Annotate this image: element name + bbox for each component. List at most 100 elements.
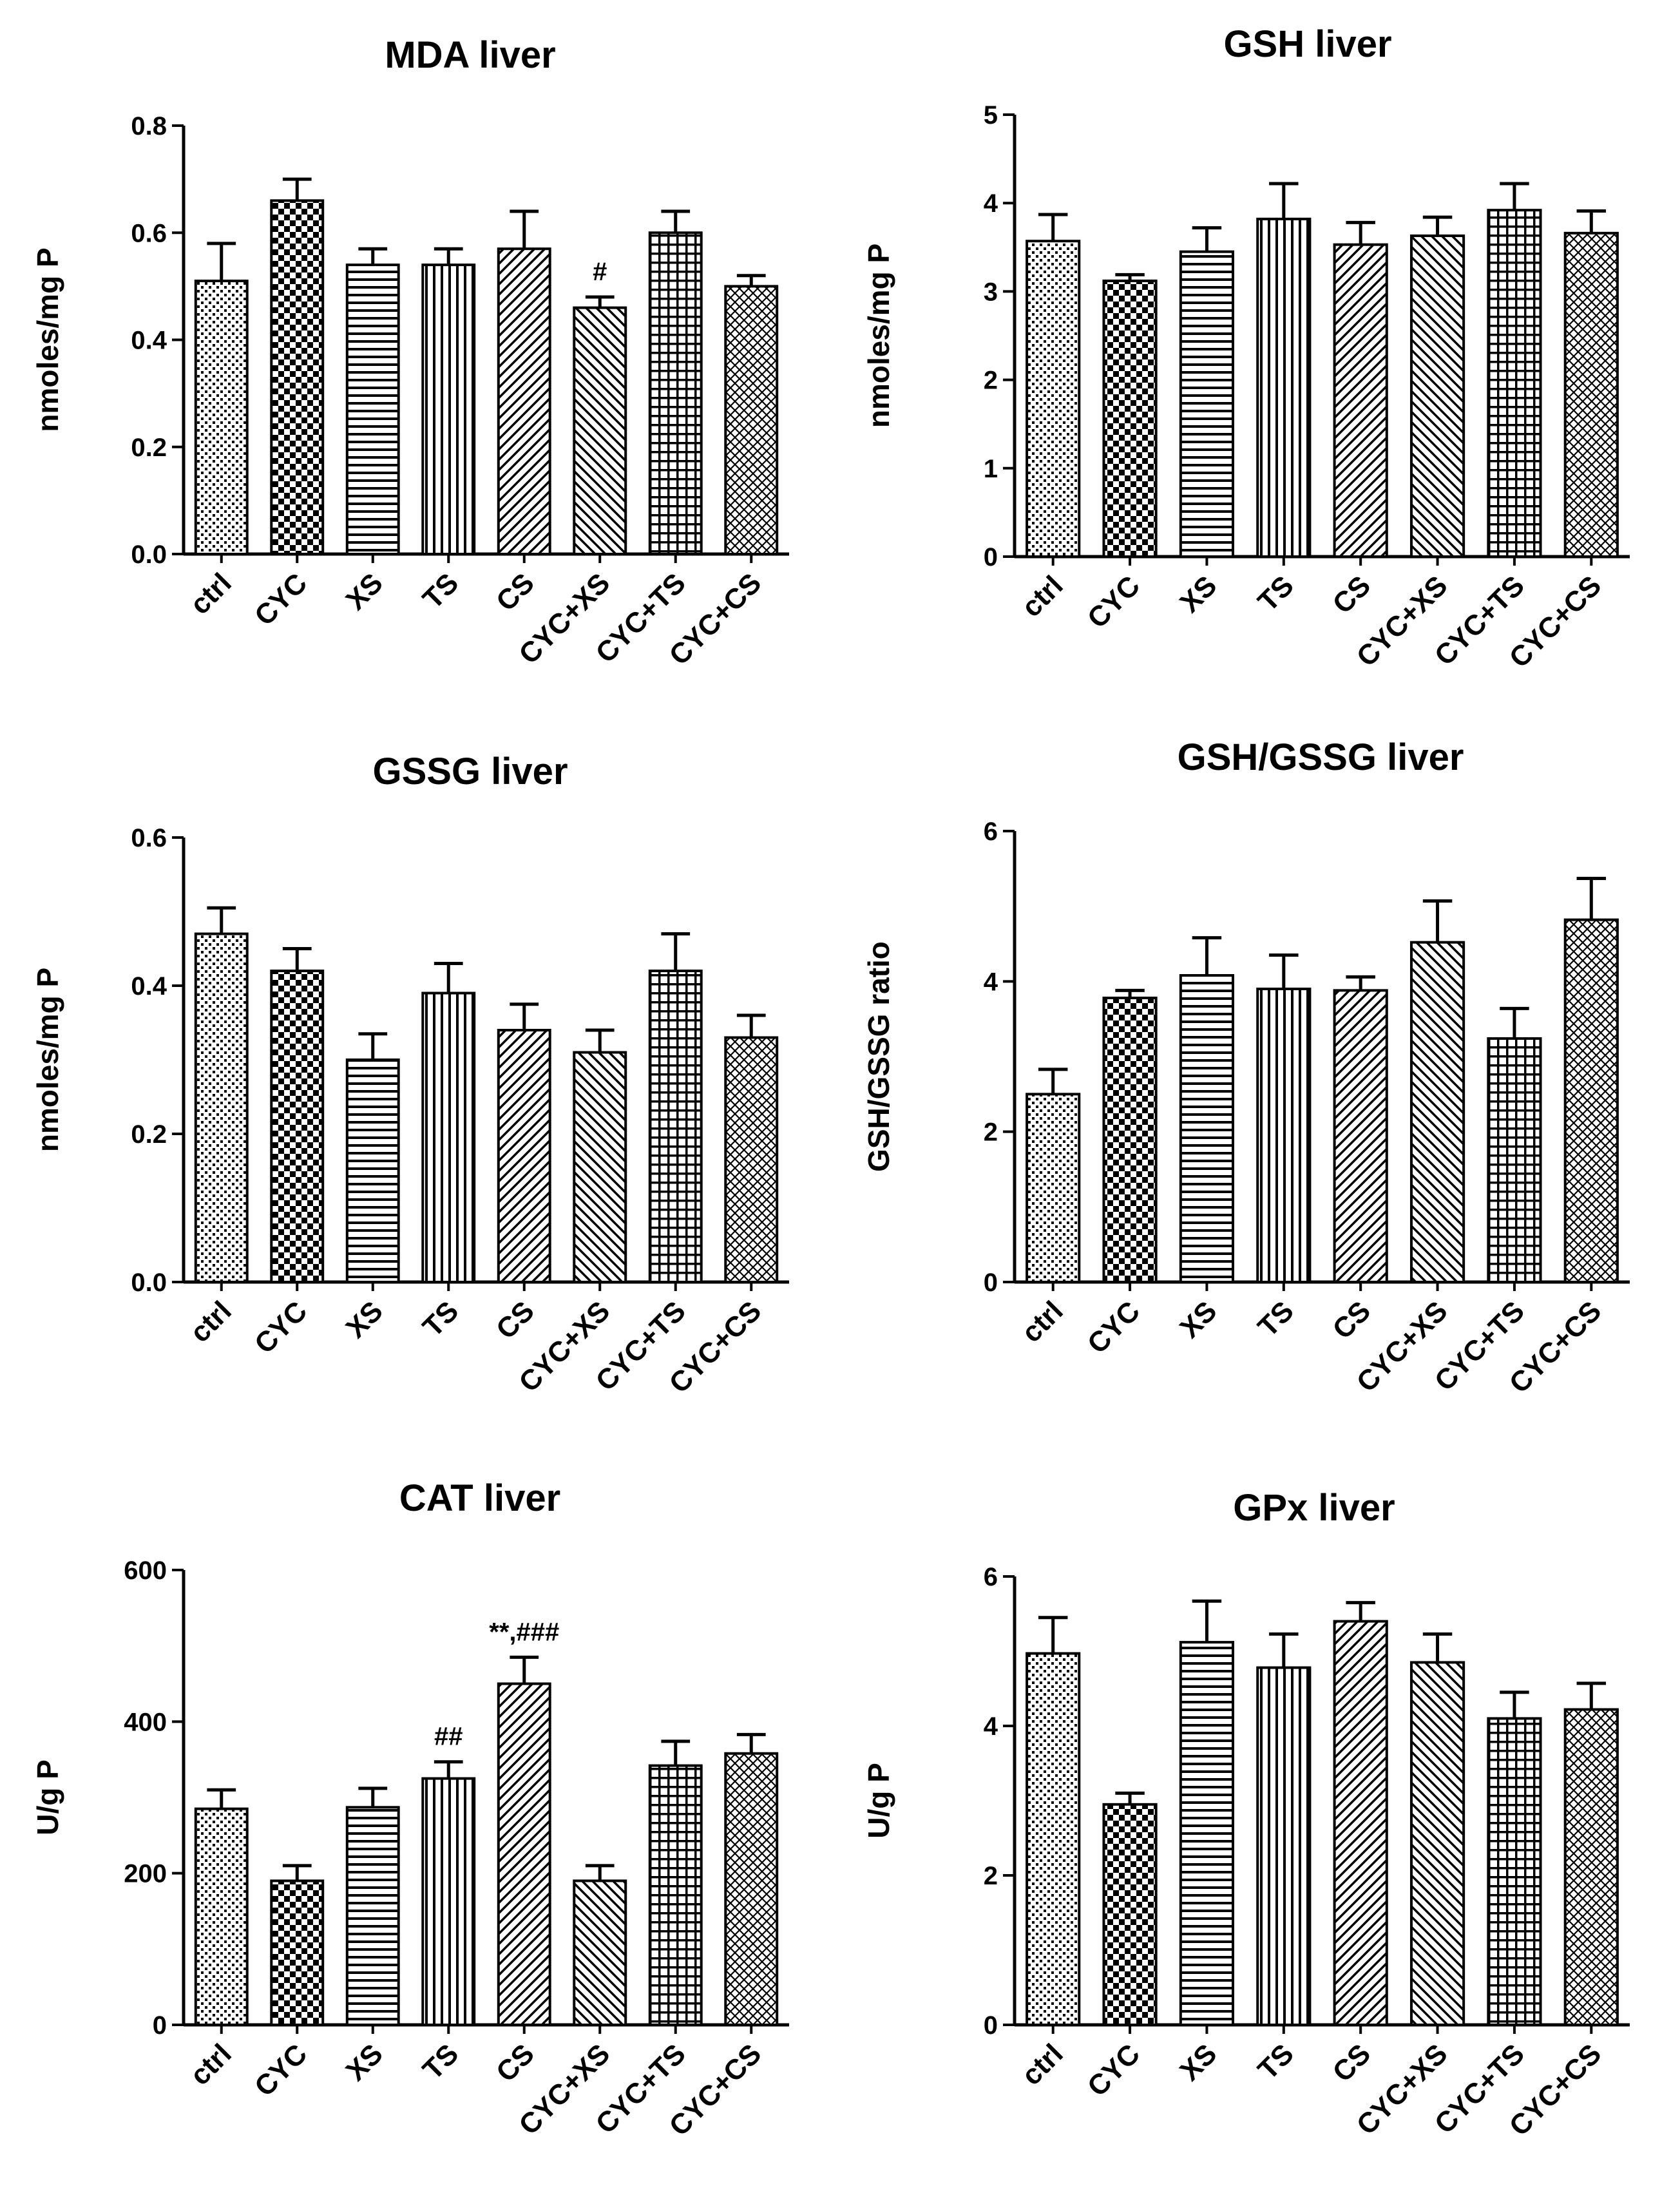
bar-xs [345,1806,400,2026]
bar-cyc-cs [724,1036,779,1283]
bar-group [1102,1791,1158,2027]
x-tick-label: XS [340,1295,389,1344]
chart-panel-5: CAT liver U/g P 0 200 400 600 ctrl CYC XS ## TS **,… [31,1477,789,2142]
bar-ctrl [1026,240,1081,558]
bar-group [194,1788,249,2026]
bar-group [1487,182,1542,558]
bar-group [1409,1632,1465,2026]
significance-annotation: ## [434,1723,463,1751]
y-axis-label: U/g P [31,1759,64,1835]
bar-cyc-ts [648,970,703,1283]
x-tick-label: XS [1174,1295,1223,1344]
y-axis-label: U/g P [862,1763,895,1839]
bar-group [194,242,249,555]
bar-group [1026,213,1081,558]
bar-group [345,1032,400,1283]
bar-group [648,1739,703,2027]
bar-ctrl [194,1807,249,2026]
x-tick-label: CYC [1082,570,1146,634]
bar-cyc-ts [1487,1037,1542,1283]
bar-group [573,1028,627,1283]
significance-annotation: # [593,258,607,286]
bar-cyc-xs [1409,1661,1465,2026]
y-tick-label: 200 [124,1860,167,1888]
bar-group [1487,1690,1542,2026]
bar-group [270,947,325,1283]
x-tick-label: CS [490,1295,540,1345]
y-tick-label: 0.6 [131,824,167,852]
bar-group [1256,182,1312,558]
y-axis-label: GSH/GSSG ratio [862,941,895,1172]
y-tick-label: 0 [984,2011,998,2040]
bar-cyc [1102,1803,1158,2027]
bar-cyc-ts [648,231,703,555]
bar-cyc [270,1879,325,2027]
bar-xs [345,263,400,555]
bar-group [421,962,476,1283]
y-tick-label: 0.6 [131,219,167,247]
bar-group [648,209,703,555]
x-tick-label: CYC [1082,1295,1146,1359]
y-tick-label: 600 [124,1556,167,1585]
y-tick-label: 0.2 [131,434,167,462]
bar-group [1409,215,1465,558]
y-tick-label: 1 [984,455,998,483]
bar-group [1026,1616,1081,2026]
bar-cs [497,247,551,555]
bar-cs [497,1682,551,2026]
bar-group [1102,988,1158,1283]
x-tick-label: CS [1326,570,1377,620]
bar-group [194,906,249,1283]
bar-group [497,1002,551,1283]
chart-title: CAT liver [399,1477,560,1519]
bar-group [1179,1599,1235,2027]
bar-ts [1256,988,1312,1283]
y-tick-label: 4 [984,1712,998,1741]
y-tick-label: 0.2 [131,1120,167,1149]
y-axis-label: nmoles/mg P [862,244,895,428]
bar-cs [1333,243,1388,558]
bar-group [1563,209,1619,558]
x-tick-label: TS [1252,570,1299,617]
y-tick-label: 2 [984,1118,998,1147]
bar-group [1102,273,1158,558]
bar-group [497,209,551,555]
x-tick-label: TS [417,1295,464,1343]
bar-cyc-xs [1409,234,1465,558]
x-tick-label: TS [1252,2038,1299,2085]
bar-cyc-cs [724,285,779,555]
bar-ts [421,263,476,555]
bar-group [1563,877,1619,1283]
bar-group [270,1864,325,2027]
bar-group [1179,226,1235,558]
y-tick-label: 0.0 [131,541,167,569]
bar-ts [1256,1666,1312,2026]
chart-panel-4: GSH/GSSG liver GSH/GSSG ratio 0 2 4 6 ctrl CYC X… [862,736,1630,1399]
bar-ctrl [1026,1093,1081,1284]
bar-group [1256,1632,1312,2026]
chart-title: GSSG liver [372,751,568,792]
bar-group [1256,953,1312,1283]
chart-title: GPx liver [1233,1487,1395,1529]
x-tick-label: ctrl [1016,570,1069,623]
bar-group [1563,1681,1619,2026]
bar-cyc-xs [573,306,627,555]
bar-group [724,274,779,555]
bar-ts [1256,217,1312,558]
y-tick-label: 0.4 [131,327,167,355]
x-tick-label: XS [340,567,389,616]
x-tick-label: ctrl [1016,1295,1069,1348]
x-tick-label: XS [340,2038,389,2087]
y-tick-label: 0.8 [131,112,167,140]
bar-ts [421,991,476,1283]
x-tick-label: CYC [249,1295,313,1359]
y-tick-label: 2 [984,1862,998,1890]
bar-group [648,932,703,1283]
bar-cyc-cs [1563,1708,1619,2026]
x-tick-label: CS [1326,2038,1377,2088]
bar-group: ## [421,1723,476,2026]
bar-xs [345,1058,400,1283]
